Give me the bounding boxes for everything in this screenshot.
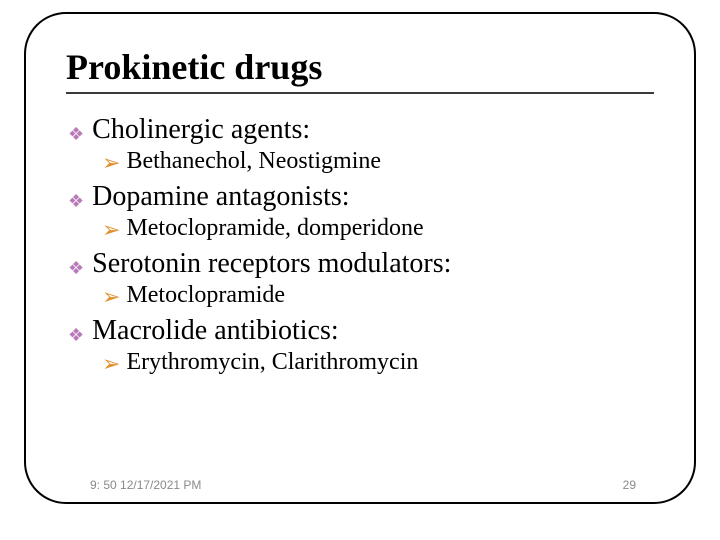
sub-row: ➢ Metoclopramide, domperidone — [102, 215, 654, 242]
arrow-bullet-icon: ➢ — [102, 286, 120, 308]
diamond-bullet-icon: ❖ — [68, 259, 84, 277]
sub-label: Erythromycin, Clarithromycin — [126, 349, 418, 376]
sub-row: ➢ Erythromycin, Clarithromycin — [102, 349, 654, 376]
category-row: ❖ Dopamine antagonists: — [68, 181, 654, 213]
category-row: ❖ Macrolide antibiotics: — [68, 315, 654, 347]
sub-label: Metoclopramide — [126, 282, 285, 309]
arrow-bullet-icon: ➢ — [102, 353, 120, 375]
sub-label: Bethanechol, Neostigmine — [126, 148, 381, 175]
category-label: Dopamine antagonists: — [92, 181, 349, 213]
diamond-bullet-icon: ❖ — [68, 192, 84, 210]
arrow-bullet-icon: ➢ — [102, 219, 120, 241]
sub-row: ➢ Metoclopramide — [102, 282, 654, 309]
slide-footer: 9: 50 12/17/2021 PM 29 — [90, 478, 636, 492]
sub-row: ➢ Bethanechol, Neostigmine — [102, 148, 654, 175]
slide-title: Prokinetic drugs — [66, 46, 654, 94]
footer-timestamp: 9: 50 12/17/2021 PM — [90, 478, 201, 492]
category-row: ❖ Serotonin receptors modulators: — [68, 248, 654, 280]
category-row: ❖ Cholinergic agents: — [68, 114, 654, 146]
sub-label: Metoclopramide, domperidone — [126, 215, 423, 242]
slide-content: ❖ Cholinergic agents: ➢ Bethanechol, Neo… — [66, 114, 654, 376]
diamond-bullet-icon: ❖ — [68, 326, 84, 344]
category-label: Cholinergic agents: — [92, 114, 310, 146]
slide-frame: Prokinetic drugs ❖ Cholinergic agents: ➢… — [24, 12, 696, 504]
footer-page-number: 29 — [623, 478, 636, 492]
category-label: Serotonin receptors modulators: — [92, 248, 451, 280]
diamond-bullet-icon: ❖ — [68, 125, 84, 143]
category-label: Macrolide antibiotics: — [92, 315, 339, 347]
arrow-bullet-icon: ➢ — [102, 152, 120, 174]
